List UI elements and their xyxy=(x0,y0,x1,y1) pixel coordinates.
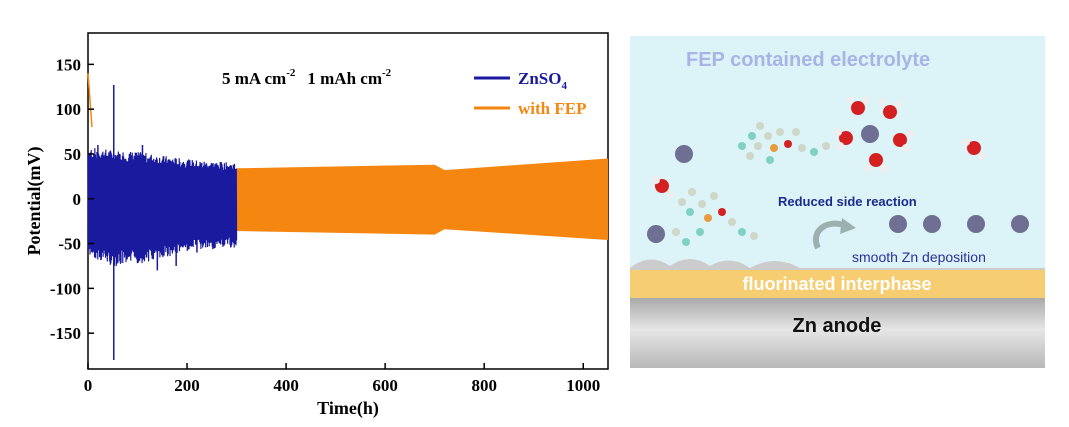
zn-atom-icon xyxy=(967,215,985,233)
x-tick-label-4: 800 xyxy=(471,376,497,395)
series-with-fep-band xyxy=(236,158,609,240)
y-tick-label-3: 0 xyxy=(73,190,82,209)
molecule-cluster-top xyxy=(738,122,830,164)
zn-deposit-layer xyxy=(630,259,1045,272)
curved-arrow-icon xyxy=(813,220,848,250)
capacity-text: 1 mAh cm xyxy=(307,69,382,88)
series-znso4-line xyxy=(87,148,238,267)
zn-atom-icon xyxy=(889,215,907,233)
arrow-head-icon xyxy=(840,218,856,234)
rate-annotation: 5 mA cm-2 1 mAh cm-2 xyxy=(222,67,392,88)
legend-znso4-sub: 4 xyxy=(561,80,567,92)
y-tick-label-1: 100 xyxy=(56,100,82,119)
zn-atom-icon xyxy=(1011,215,1029,233)
y-axis-label: Potential(mV) xyxy=(24,147,45,256)
axes-layer: 0 200 400 600 800 1000 150 100 50 0 -50 -100 -150 xyxy=(50,55,600,395)
zn-atom-icon xyxy=(675,145,693,163)
y-tick-label-2: 50 xyxy=(64,145,81,164)
x-tick-label-1: 200 xyxy=(174,376,200,395)
x-tick-label-0: 0 xyxy=(84,376,93,395)
zn-anode-block xyxy=(630,298,1045,368)
zn-atom-icon xyxy=(861,125,879,143)
legend-label-znso4: ZnSO4 xyxy=(518,69,567,92)
interphase-label: fluorinated interphase xyxy=(742,274,931,294)
capacity-exp: -2 xyxy=(382,67,392,79)
hydrated-zn-cluster xyxy=(834,96,914,172)
series-with-fep-initial xyxy=(87,73,93,128)
zn-atom-icon xyxy=(647,225,665,243)
x-tick-label-5: 1000 xyxy=(566,376,600,395)
potential-time-chart: 0 200 400 600 800 1000 150 100 50 0 -50 -100 -150 Ti… xyxy=(24,32,609,419)
x-tick-label-3: 600 xyxy=(372,376,398,395)
y-tick-label-6: -150 xyxy=(50,324,81,343)
x-tick-label-2: 400 xyxy=(273,376,299,395)
rate-text: 5 mA cm xyxy=(222,69,286,88)
interphase-layer xyxy=(630,270,1045,298)
smooth-deposition-label: smooth Zn deposition xyxy=(852,249,986,265)
y-tick-label-4: -50 xyxy=(58,235,81,254)
legend-label-fep: with FEP xyxy=(518,99,586,118)
reduced-side-reaction-label: Reduced side reaction xyxy=(778,194,917,209)
x-axis-label: Time(h) xyxy=(317,398,379,419)
anode-label: Zn anode xyxy=(793,315,882,337)
free-water-molecule xyxy=(962,138,986,160)
rate-exp: -2 xyxy=(286,67,296,79)
legend-znso4-base: ZnSO xyxy=(518,69,561,88)
series-layer xyxy=(87,73,609,361)
y-tick-label-5: -100 xyxy=(50,279,81,298)
y-tick-label-0: 150 xyxy=(56,55,82,74)
interphase-schematic: FEP contained electrolyte xyxy=(630,36,1045,368)
zn-atom-icon xyxy=(923,215,941,233)
legend: ZnSO4 with FEP xyxy=(474,69,586,118)
schematic-title: FEP contained electrolyte xyxy=(686,49,930,71)
molecule-cluster-bottom xyxy=(652,176,758,246)
